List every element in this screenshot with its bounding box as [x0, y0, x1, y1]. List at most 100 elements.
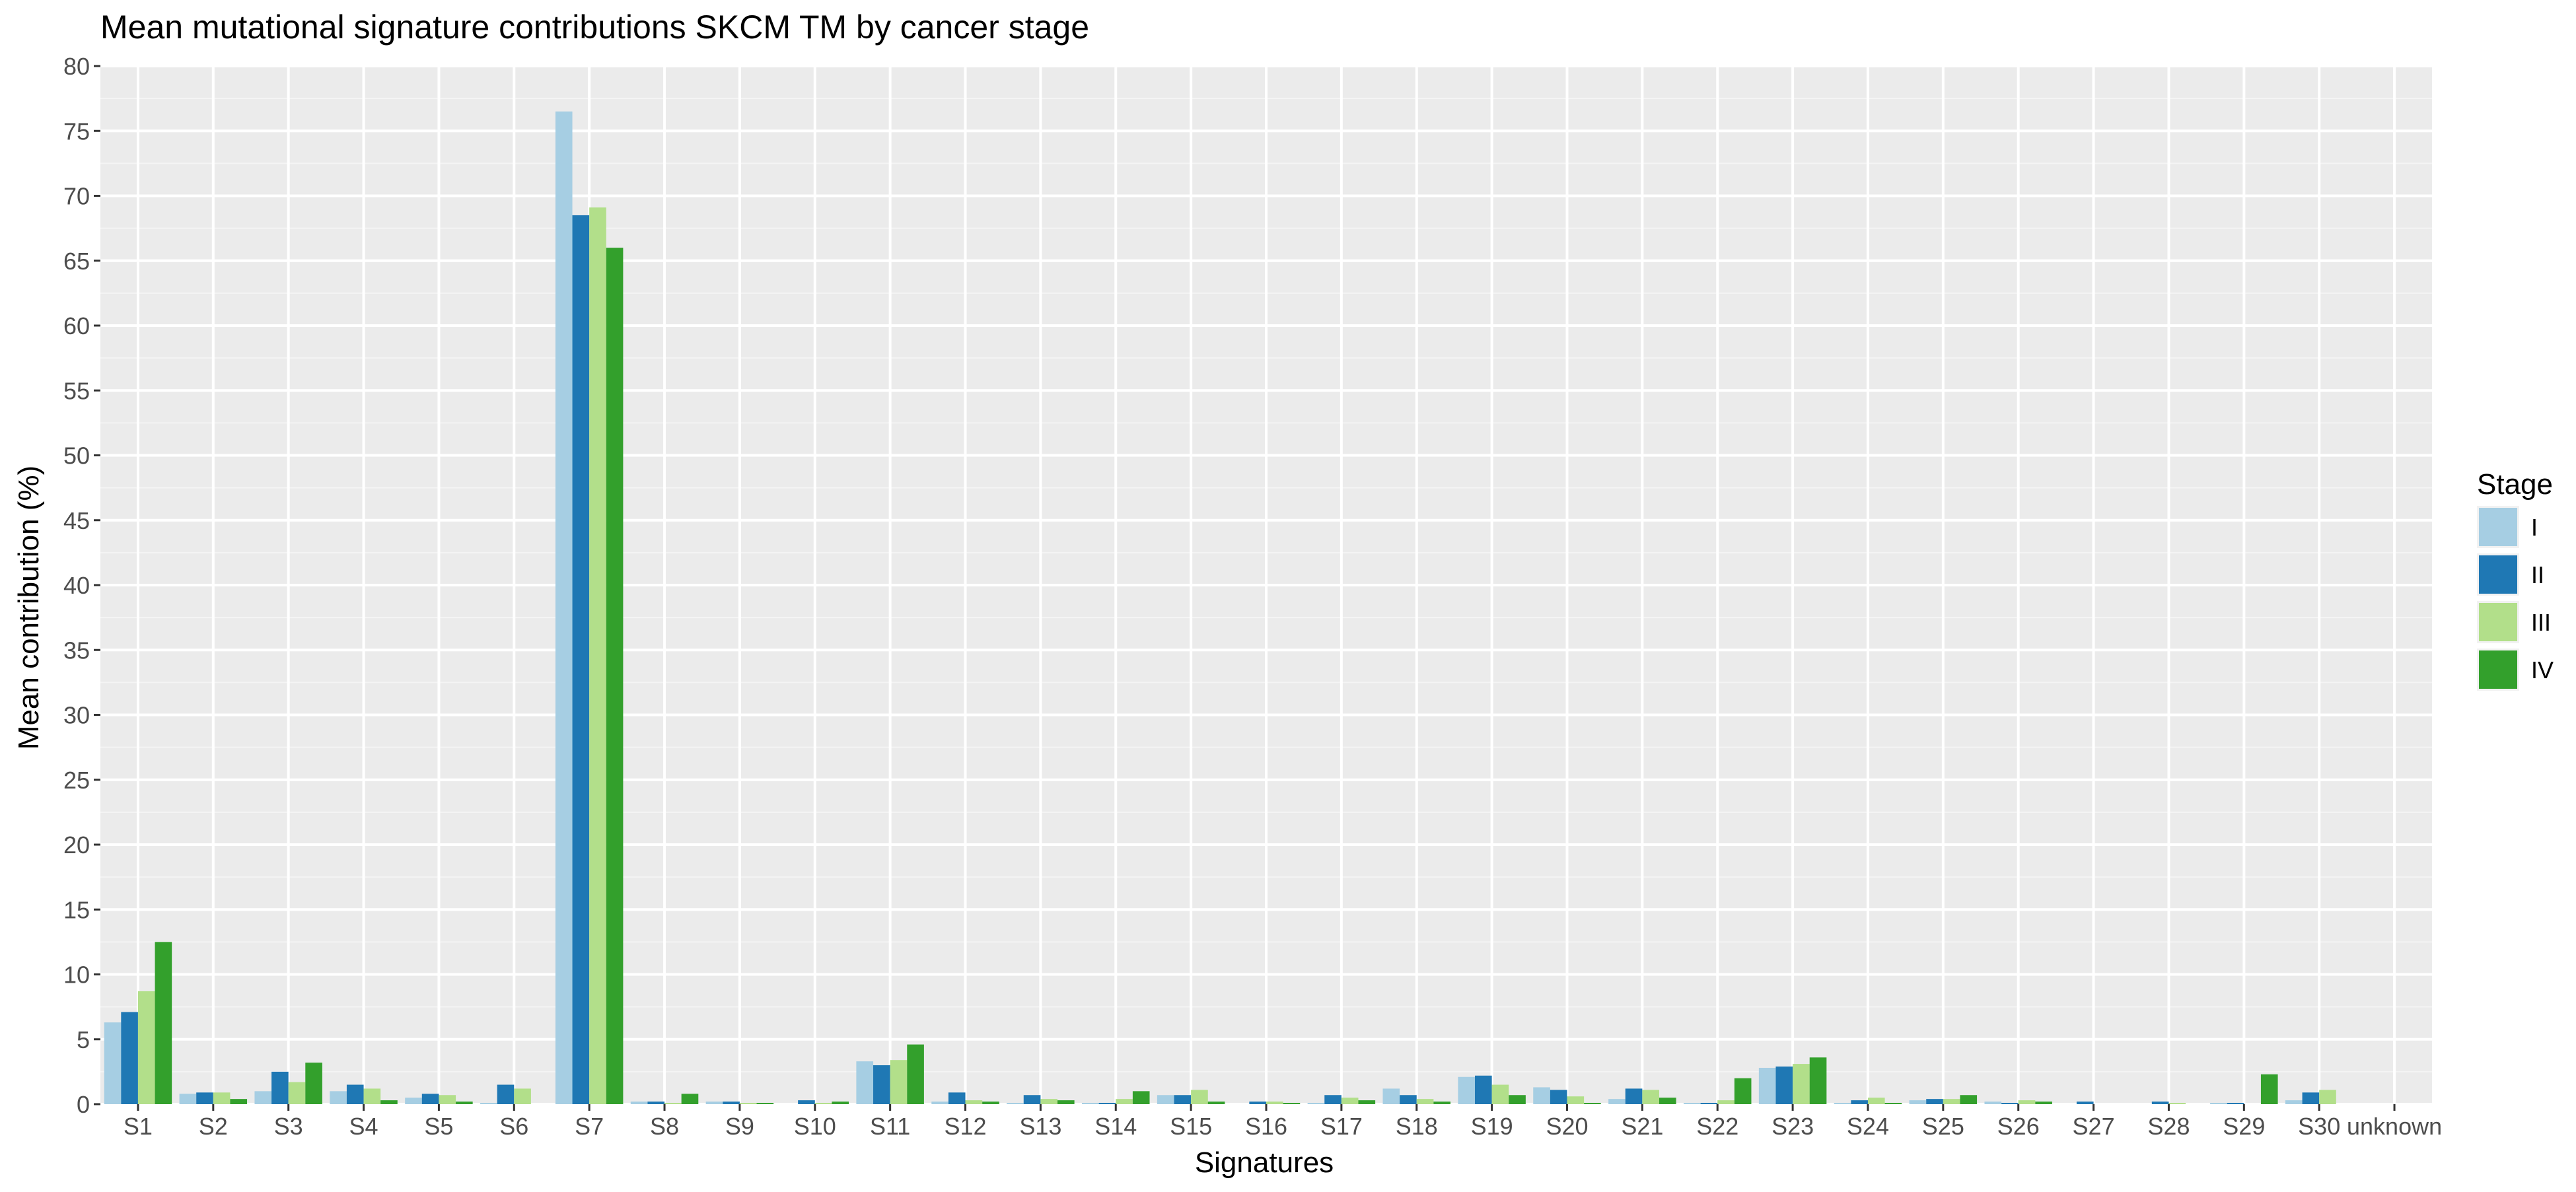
bar-S14-II — [1098, 1103, 1116, 1104]
bar-S6-I — [480, 1103, 497, 1104]
bar-S18-IV — [1433, 1102, 1450, 1104]
bar-S25-IV — [1960, 1095, 1978, 1104]
bar-S2-I — [179, 1094, 197, 1104]
bar-S2-III — [213, 1092, 231, 1104]
y-tick-label: 45 — [63, 507, 90, 534]
bar-S12-III — [965, 1100, 983, 1104]
bar-S20-IV — [1584, 1103, 1601, 1104]
x-tick-label: S1 — [124, 1113, 153, 1140]
x-tick-label: S17 — [1320, 1113, 1363, 1140]
bar-S21-III — [1642, 1090, 1659, 1104]
bar-S29-I — [2210, 1103, 2227, 1104]
x-tick-label: S20 — [1546, 1113, 1588, 1140]
x-tick-label: S18 — [1396, 1113, 1438, 1140]
bar-S17-III — [1341, 1098, 1359, 1104]
bar-S26-III — [2018, 1100, 2036, 1104]
y-tick-label: 40 — [63, 572, 90, 599]
x-tick-label: S2 — [199, 1113, 228, 1140]
legend-label-IV: IV — [2531, 656, 2554, 684]
bar-S4-I — [330, 1091, 347, 1104]
bar-S16-III — [1266, 1102, 1283, 1104]
bar-S20-I — [1533, 1087, 1550, 1104]
bar-S12-IV — [982, 1102, 999, 1104]
bar-S30-I — [2285, 1100, 2303, 1104]
bar-S19-IV — [1509, 1095, 1526, 1104]
bar-S4-II — [346, 1084, 364, 1104]
bar-S5-IV — [456, 1102, 473, 1104]
bar-S26-II — [2001, 1103, 2019, 1104]
bar-S1-IV — [155, 942, 172, 1104]
bar-S23-IV — [1809, 1057, 1827, 1104]
bar-S8-III — [664, 1103, 682, 1104]
bar-S1-II — [121, 1012, 138, 1104]
bar-S12-II — [948, 1092, 966, 1104]
bar-S24-III — [1867, 1098, 1885, 1104]
bar-S16-II — [1249, 1102, 1266, 1104]
x-tick-label: S26 — [1997, 1113, 2040, 1140]
bar-S8-IV — [681, 1094, 699, 1104]
y-tick-label: 10 — [63, 962, 90, 989]
x-tick-label: S9 — [725, 1113, 754, 1140]
legend-label-I: I — [2531, 514, 2538, 541]
bar-S13-II — [1023, 1095, 1041, 1104]
bar-S15-II — [1174, 1095, 1192, 1104]
bar-S7-III — [589, 207, 606, 1104]
y-tick-label: 35 — [63, 637, 90, 664]
bar-S18-III — [1416, 1099, 1434, 1104]
bar-S19-I — [1458, 1076, 1475, 1104]
bar-S16-IV — [1283, 1103, 1301, 1104]
bar-S9-IV — [756, 1103, 774, 1104]
bar-S1-III — [137, 991, 155, 1104]
chart-title: Mean mutational signature contributions … — [100, 9, 1089, 46]
bar-S17-IV — [1358, 1100, 1376, 1104]
bar-S2-II — [196, 1092, 213, 1104]
bar-S6-II — [497, 1084, 515, 1104]
bar-S28-III — [2168, 1103, 2186, 1104]
bar-S15-IV — [1207, 1102, 1225, 1104]
bar-S5-I — [405, 1098, 422, 1104]
bar-S13-IV — [1057, 1100, 1075, 1104]
bar-S10-II — [798, 1100, 815, 1104]
y-axis-label: Mean contribution (%) — [13, 466, 45, 750]
x-tick-label: S3 — [274, 1113, 303, 1140]
x-tick-label: S24 — [1847, 1113, 1889, 1140]
bar-S9-III — [739, 1103, 757, 1104]
x-tick-label: S30 — [2298, 1113, 2340, 1140]
x-tick-label: S14 — [1094, 1113, 1137, 1140]
bar-S15-I — [1157, 1095, 1174, 1104]
bar-S11-IV — [907, 1044, 924, 1104]
bar-S9-I — [705, 1102, 723, 1104]
x-tick-label: S21 — [1621, 1113, 1663, 1140]
bar-S25-I — [1909, 1100, 1927, 1104]
y-tick-label: 70 — [63, 183, 90, 210]
legend-swatch-I — [2479, 508, 2517, 546]
x-tick-label: S16 — [1245, 1113, 1287, 1140]
legend-swatch-II — [2479, 555, 2517, 594]
bar-S22-III — [1717, 1100, 1735, 1104]
bar-S23-III — [1793, 1064, 1810, 1104]
bar-S9-II — [723, 1102, 740, 1104]
bar-S21-I — [1608, 1099, 1626, 1104]
x-axis: S1 S2 S3 S4 S5 S6 S7 S8 S9 S10 S11 S12 S13 S14 S15 S16 S… — [124, 1104, 2442, 1140]
x-tick-label: S10 — [794, 1113, 836, 1140]
bar-S22-IV — [1734, 1078, 1752, 1104]
x-tick-label: S8 — [650, 1113, 679, 1140]
bar-S5-II — [421, 1094, 439, 1104]
bar-S18-II — [1400, 1095, 1417, 1104]
y-tick-label: 5 — [77, 1026, 90, 1053]
bar-S20-III — [1567, 1096, 1585, 1104]
bar-S30-III — [2319, 1090, 2336, 1104]
bar-S23-I — [1758, 1067, 1776, 1104]
x-tick-label: S6 — [499, 1113, 528, 1140]
bar-S7-II — [572, 215, 590, 1105]
bar-S2-IV — [230, 1099, 248, 1104]
bar-S11-I — [856, 1061, 874, 1104]
bar-S17-I — [1307, 1103, 1325, 1104]
legend-swatch-III — [2479, 603, 2517, 641]
y-tick-label: 60 — [63, 312, 90, 339]
bar-S26-IV — [2035, 1102, 2052, 1104]
bar-S7-IV — [606, 248, 624, 1105]
bar-S13-III — [1040, 1099, 1058, 1104]
